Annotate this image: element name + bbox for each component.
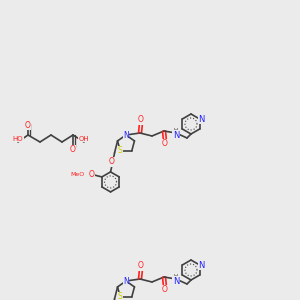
Text: O: O xyxy=(138,116,144,124)
Text: MeO: MeO xyxy=(70,172,85,177)
Text: N: N xyxy=(199,115,205,124)
Text: HO: HO xyxy=(13,136,23,142)
Text: O: O xyxy=(109,158,115,166)
Text: O: O xyxy=(162,140,168,148)
Text: O: O xyxy=(89,170,95,179)
Text: N: N xyxy=(123,130,129,140)
Text: N: N xyxy=(173,130,179,140)
Text: N: N xyxy=(123,277,129,286)
Text: O: O xyxy=(25,121,31,130)
Text: O: O xyxy=(70,146,76,154)
Text: N: N xyxy=(173,277,179,286)
Text: S: S xyxy=(118,292,123,300)
Text: H: H xyxy=(174,128,178,134)
Text: O: O xyxy=(162,286,168,295)
Text: N: N xyxy=(199,260,205,269)
Text: S: S xyxy=(118,146,123,155)
Text: O: O xyxy=(138,262,144,271)
Text: H: H xyxy=(174,274,178,280)
Text: OH: OH xyxy=(79,136,89,142)
